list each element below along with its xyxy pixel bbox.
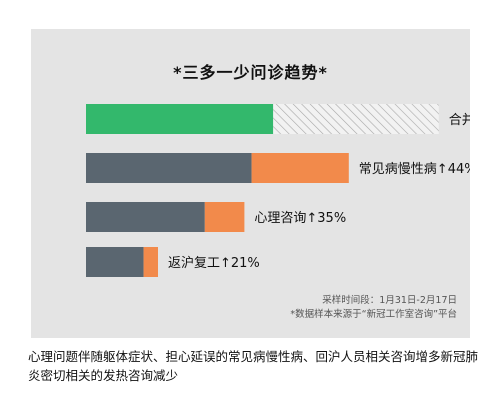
bar-label-1: 常见病慢性病↑44% [359,161,470,177]
bar-3-series-1 [143,247,158,277]
bar-3-series-0 [86,247,144,277]
bar-2-series-1 [204,202,245,232]
bar-chart: 合并发热咨询 ↓53% 常见病慢性病↑44% 心理咨询↑35% 返沪复工↑21% [86,104,470,277]
bar-1-series-1 [251,153,349,183]
caption: 心理问题伴随躯体症状、担心延误的常见病慢性病、回沪人员相关咨询增多新冠肺炎密切相… [28,349,479,383]
bar-label-0: 合并发热咨询 ↓53% [449,112,470,128]
chart-panel: *三多一少问诊趋势* 合并发热咨询 ↓53% 常见病慢性病↑44% 心理咨询↑35%… [31,29,470,338]
bar-0-decline-hatch [273,104,439,134]
source-note: 采样时间段：1月31日-2月17日 *数据样本来源于“新冠工作室咨询”平台 [290,294,457,322]
source-origin: *数据样本来源于“新冠工作室咨询”平台 [290,309,457,320]
bar-0-series-0 [86,104,274,134]
bar-1-series-0 [86,153,252,183]
bar-label-3: 返沪复工↑21% [168,255,260,271]
bar-label-2: 心理咨询↑35% [254,211,346,226]
bar-2-series-0 [86,202,205,232]
chart-title: *三多一少问诊趋势* [173,63,328,82]
source-period: 采样时间段：1月31日-2月17日 [322,295,457,306]
